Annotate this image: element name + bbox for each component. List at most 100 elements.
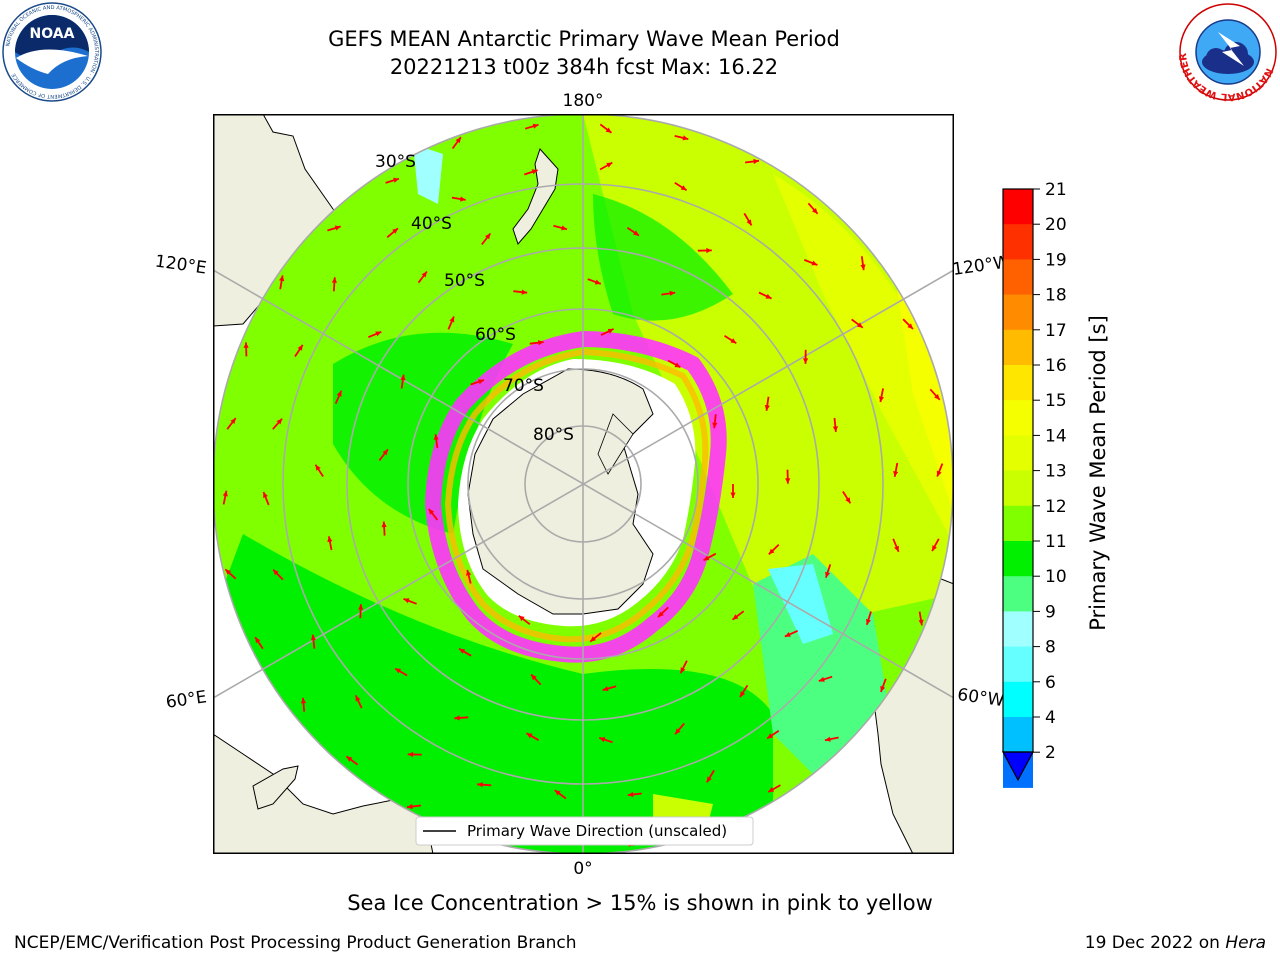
colorbar-ticks: 21 20 19 18 17 16 15 14 13 12 11 10 9 8 6 4 2 <box>1033 180 1067 763</box>
lon-label-0: 0° <box>573 859 592 879</box>
wave-arrow-head <box>459 648 466 654</box>
colorbar-block <box>1003 329 1033 366</box>
wave-arrow-head <box>355 695 361 702</box>
wave-arrow-head <box>400 374 406 381</box>
colorbar-block <box>1003 365 1033 401</box>
footer-date-text: 19 Dec 2022 on <box>1084 933 1220 953</box>
wave-arrow-head <box>594 279 601 285</box>
wave-arrow-head <box>455 137 461 144</box>
colorbar-tick-label: 2 <box>1045 743 1056 763</box>
wave-arrow-head <box>746 219 752 226</box>
wave-arrow-head <box>230 418 236 424</box>
lat-label-50s: 50°S <box>444 271 485 291</box>
wave-arrow-head <box>633 230 639 236</box>
wave-arrow-head <box>740 691 746 698</box>
wave-arrow-head <box>703 555 710 561</box>
wave-arrow-head <box>918 619 924 626</box>
wave-arrow-head <box>466 569 472 576</box>
wave-arrow-head <box>767 733 774 739</box>
wave-arrow-head <box>845 497 851 504</box>
wave-arrow-head <box>297 344 303 351</box>
wave-arrow-head <box>866 618 871 625</box>
wave-arrow-head <box>449 316 455 323</box>
wave-arrow-head <box>606 162 613 168</box>
colorbar-tick-label: 11 <box>1045 532 1067 552</box>
wave-arrow-head <box>403 598 410 604</box>
colorbar-block <box>1003 400 1033 436</box>
noaa-logo-text: NOAA <box>30 26 75 42</box>
wave-arrow-head <box>856 322 863 328</box>
wave-arrow-head <box>538 340 544 346</box>
colorbar-block <box>1003 294 1033 331</box>
wave-arrow-head <box>381 521 387 528</box>
land-new-zealand <box>512 148 559 245</box>
wave-arrow-head <box>907 323 913 329</box>
colorbar-tick-label: 6 <box>1045 673 1056 693</box>
wave-arrow-head <box>334 225 341 231</box>
wave-arrow-head <box>485 233 491 240</box>
wave-arrow-head <box>532 123 539 129</box>
land-africa <box>213 733 434 854</box>
wave-arrow-head <box>590 636 596 642</box>
wave-arrow-head <box>531 674 537 681</box>
wave-arrow-head <box>894 545 899 552</box>
wave-arrow-head <box>279 275 285 282</box>
wave-arrow-head <box>812 208 818 214</box>
wave-arrow-head <box>669 290 676 296</box>
wave-arrow-head <box>768 548 775 555</box>
footer-credit: NCEP/EMC/Verification Post Processing Pr… <box>14 933 577 953</box>
colorbar-block <box>1003 435 1033 472</box>
wave-arrow-head <box>477 782 483 788</box>
wave-arrow-head <box>599 737 606 743</box>
wave-arrow-head <box>878 396 884 403</box>
wave-arrow-head <box>336 390 342 397</box>
wave-arrow-head <box>860 264 866 271</box>
colorbar-block <box>1003 189 1033 225</box>
wave-arrow-head <box>395 668 401 674</box>
wave-arrow-head <box>675 728 681 735</box>
map-panel: 30°S 40°S 50°S 60°S 70°S 80°S Primary Wa… <box>213 114 954 854</box>
wave-arrow-head <box>310 634 316 641</box>
colorbar-block <box>1003 224 1033 260</box>
wave-arrow-head <box>706 776 712 783</box>
wave-arrow-head <box>824 736 831 742</box>
map-legend-label: Primary Wave Direction (unscaled) <box>467 822 727 840</box>
wave-arrow-head <box>730 492 736 498</box>
wave-arrow-head <box>768 787 775 792</box>
colorbar-tick-label: 14 <box>1045 426 1067 446</box>
footer-host: Hera <box>1225 933 1266 953</box>
lon-label-120e: 120°E <box>154 252 208 279</box>
wave-arrow-head <box>454 715 460 721</box>
wave-arrow-head <box>674 362 681 368</box>
wave-arrow-head <box>893 471 899 477</box>
wave-direction-arrows <box>222 123 944 847</box>
wave-arrow-head <box>243 342 249 348</box>
lat-label-60s: 60°S <box>475 325 516 345</box>
wave-arrow-head <box>607 328 614 334</box>
wave-arrow-head <box>331 277 337 283</box>
wave-arrow-head <box>784 632 791 637</box>
colorbar: 21 20 19 18 17 16 15 14 13 12 11 10 9 8 6 4 2 Primary Wa… <box>1001 180 1110 788</box>
wave-arrow-head <box>680 667 686 674</box>
wave-arrow-head <box>712 422 718 429</box>
wave-arrow-head <box>764 404 770 411</box>
colorbar-block <box>1003 541 1033 577</box>
lon-label-180: 180° <box>563 91 604 111</box>
colorbar-label: Primary Wave Mean Period [s] <box>1086 315 1110 631</box>
wave-arrow-head <box>602 686 609 692</box>
wave-arrow-head <box>680 185 687 191</box>
colorbar-tick-label: 20 <box>1045 215 1067 235</box>
lon-label-60e: 60°E <box>165 687 208 712</box>
colorbar-tick-label: 8 <box>1045 638 1056 658</box>
lat-label-70s: 70°S <box>503 376 544 396</box>
colorbar-tick-label: 17 <box>1045 321 1067 341</box>
wave-arrow-head <box>554 790 561 796</box>
lat-label-30s: 30°S <box>375 152 416 172</box>
wave-arrow-head <box>300 697 307 704</box>
noaa-logo: NOAA NATIONAL OCEANIC AND ATMOSPHERIC AD… <box>2 2 102 102</box>
wave-arrow-head <box>225 569 231 575</box>
colorbar-tick-label: 10 <box>1045 567 1067 587</box>
wave-arrow-head <box>825 571 831 578</box>
wave-arrow-head <box>730 338 737 344</box>
wave-arrow-head <box>818 676 825 682</box>
